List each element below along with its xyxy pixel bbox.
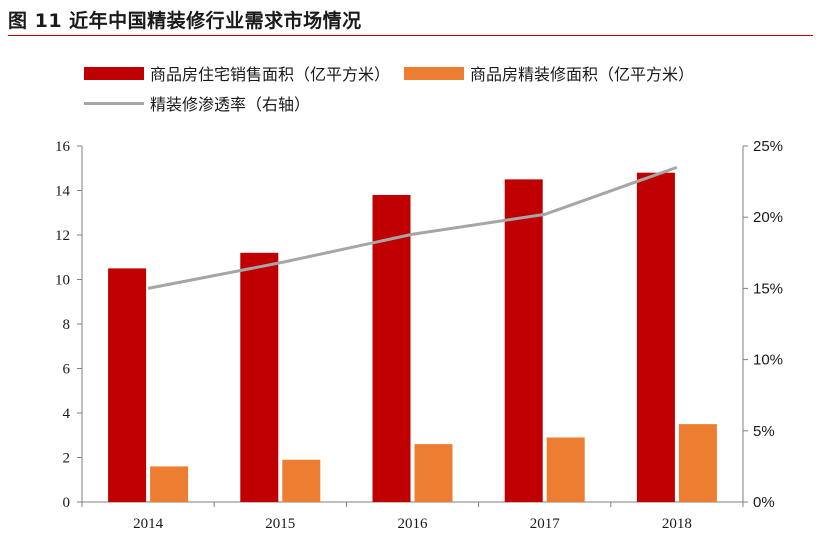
- y-right-tick-label: 10%: [753, 352, 783, 369]
- legend-label-penetration-rate: 精装修渗透率（右轴）: [150, 95, 311, 114]
- bar-sales-area-2017: [504, 179, 543, 502]
- x-tick-label: 2014: [133, 516, 164, 532]
- bar-fitout-area-2016: [414, 444, 453, 502]
- y-left-tick-label: 2: [63, 451, 71, 467]
- bar-sales-area-2016: [372, 194, 411, 502]
- x-tick-label: 2015: [265, 516, 295, 532]
- y-left-tick-label: 4: [63, 406, 71, 422]
- y-right-tick-label: 0%: [753, 494, 775, 511]
- bar-sales-area-2018: [636, 172, 675, 502]
- x-tick-label: 2016: [398, 516, 429, 532]
- line-penetration-rate: [147, 165, 678, 290]
- legend-item-sales-area: 商品房住宅销售面积（亿平方米）: [84, 61, 390, 85]
- bar-sales-area-2015: [240, 252, 279, 502]
- legend-label-fitout-area: 商品房精装修面积（亿平方米）: [470, 65, 695, 84]
- y-right-tick-label: 15%: [753, 280, 783, 297]
- y-right-tick-label: 25%: [753, 138, 783, 155]
- chart-legend: 商品房住宅销售面积（亿平方米） 商品房精装修面积（亿平方米） 精装修渗透率（右轴…: [84, 58, 784, 118]
- legend-swatch-fitout-area: [404, 66, 465, 80]
- bar-fitout-area-2015: [282, 459, 321, 502]
- bar-sales-area-2014: [108, 268, 147, 502]
- x-tick-label: 2017: [530, 516, 561, 532]
- y-right-tick-label: 20%: [753, 209, 783, 226]
- x-tick-label: 2018: [662, 516, 692, 532]
- y-left-tick-label: 12: [55, 228, 70, 244]
- figure-title: 图 11 近年中国精装修行业需求市场情况: [8, 10, 362, 32]
- legend-swatch-sales-area: [84, 66, 144, 80]
- bar-fitout-area-2014: [150, 466, 189, 502]
- y-left-tick-label: 8: [63, 317, 71, 333]
- y-left-tick-label: 16: [55, 139, 71, 155]
- y-right-tick-label: 5%: [753, 423, 775, 440]
- y-left-tick-label: 0: [63, 495, 71, 511]
- bar-fitout-area-2017: [546, 437, 585, 502]
- y-left-tick-label: 14: [55, 184, 71, 200]
- y-left-tick-label: 6: [63, 362, 71, 378]
- legend-label-sales-area: 商品房住宅销售面积（亿平方米）: [150, 65, 391, 84]
- legend-item-fitout-area: 商品房精装修面积（亿平方米）: [404, 61, 694, 85]
- legend-item-penetration-rate: 精装修渗透率（右轴）: [84, 91, 310, 115]
- legend-swatch-penetration-rate: [84, 101, 144, 105]
- title-divider: [8, 35, 813, 36]
- y-left-tick-label: 10: [55, 273, 70, 289]
- bar-fitout-area-2018: [678, 424, 717, 502]
